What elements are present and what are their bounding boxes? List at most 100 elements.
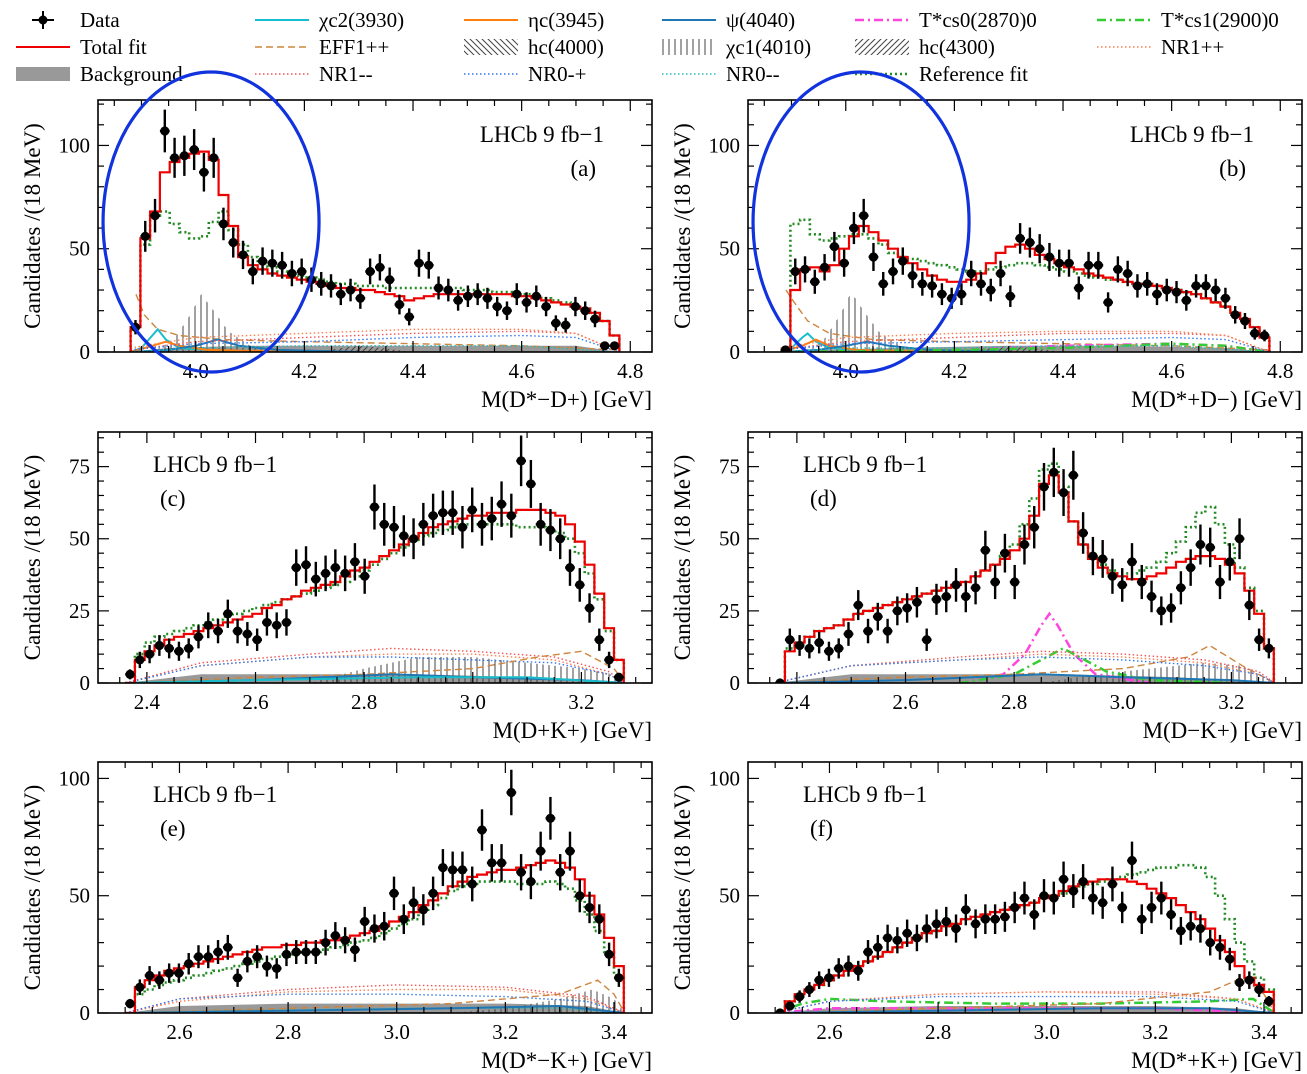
y-axis-label: Candidates /(18 MeV) bbox=[670, 785, 695, 991]
data-point bbox=[467, 487, 478, 533]
data-point bbox=[267, 249, 278, 277]
data-point bbox=[1136, 564, 1147, 600]
legend-label: EFF1++ bbox=[319, 34, 390, 59]
legend-swatch-chic2-3930 bbox=[255, 19, 309, 21]
component-nr-1pp bbox=[125, 988, 626, 1013]
data-point bbox=[164, 638, 175, 659]
data-point bbox=[271, 958, 282, 979]
data-point bbox=[604, 942, 614, 967]
data-point bbox=[1000, 533, 1010, 573]
data-point bbox=[1039, 463, 1049, 511]
data-point bbox=[340, 555, 351, 592]
data-point bbox=[1005, 285, 1016, 307]
total-fit-line bbox=[775, 474, 1275, 683]
data-point bbox=[863, 940, 873, 964]
component-nr-0mp bbox=[775, 656, 1276, 683]
data-point bbox=[868, 242, 879, 271]
data-point bbox=[535, 502, 546, 546]
x-tick-label: 3.0 bbox=[1110, 690, 1136, 714]
component-chic1-4010 bbox=[152, 294, 278, 352]
y-tick-label: 0 bbox=[80, 671, 91, 695]
legend-item-chic2-3930: χc2(3930) bbox=[253, 7, 404, 33]
reference-fit-line bbox=[780, 218, 1271, 352]
data-point bbox=[238, 240, 248, 270]
data-point bbox=[784, 1001, 795, 1011]
data-point bbox=[1259, 329, 1270, 342]
data-point bbox=[560, 317, 571, 333]
panel-label: (d) bbox=[810, 486, 837, 511]
data-point bbox=[183, 638, 194, 659]
data-point bbox=[1166, 899, 1176, 930]
x-tick-label: 2.8 bbox=[351, 690, 377, 714]
data-point bbox=[291, 940, 302, 964]
data-point bbox=[1191, 274, 1201, 298]
data-point bbox=[804, 638, 815, 659]
data-point bbox=[365, 258, 375, 285]
y-axis-label: Candidates /(18 MeV) bbox=[670, 455, 695, 661]
data-point bbox=[1244, 590, 1255, 621]
data-point bbox=[794, 635, 805, 656]
data-point bbox=[995, 260, 1006, 287]
data-point bbox=[814, 631, 825, 654]
x-tick-label: 2.6 bbox=[816, 1020, 842, 1044]
data-point bbox=[990, 564, 1001, 600]
data-point bbox=[379, 911, 390, 941]
legend-label: χc1(4010) bbox=[726, 34, 812, 59]
data-point bbox=[1107, 866, 1118, 902]
data-point bbox=[164, 963, 175, 983]
data-point bbox=[1234, 974, 1245, 991]
data-point bbox=[976, 271, 986, 296]
legend-label: T*cs1(2900)0 bbox=[1161, 7, 1279, 32]
data-point bbox=[888, 258, 898, 285]
legend-swatch-nr-0mm bbox=[662, 73, 716, 75]
data-point bbox=[1093, 251, 1104, 279]
data-point bbox=[457, 851, 468, 889]
legend-label: hc(4000) bbox=[528, 34, 604, 59]
data-point bbox=[1254, 628, 1264, 651]
data-point bbox=[545, 509, 556, 552]
plot-area bbox=[125, 435, 626, 683]
data-point bbox=[359, 906, 370, 937]
data-point bbox=[134, 651, 145, 669]
data-point bbox=[574, 568, 585, 602]
data-point bbox=[257, 247, 268, 275]
data-point bbox=[882, 924, 893, 952]
component-eff-1pp bbox=[775, 976, 1276, 1013]
y-tick-label: 50 bbox=[719, 237, 740, 261]
data-point bbox=[252, 628, 263, 651]
data-point bbox=[516, 435, 526, 487]
data-point bbox=[277, 251, 288, 279]
data-point bbox=[931, 583, 942, 615]
data-point bbox=[907, 263, 918, 289]
data-point bbox=[1097, 540, 1108, 578]
legend-label: ψ(4040) bbox=[726, 7, 796, 32]
y-axis-label: Candidates /(18 MeV) bbox=[20, 785, 45, 991]
data-point bbox=[892, 596, 903, 626]
x-tick-label: 3.0 bbox=[384, 1020, 410, 1044]
legend-item-nr-0mm: NR0-- bbox=[660, 61, 780, 87]
data-point bbox=[960, 894, 971, 926]
data-point bbox=[1127, 543, 1137, 581]
data-point bbox=[921, 628, 932, 651]
data-point bbox=[584, 891, 595, 924]
legend-swatch-etac-3945 bbox=[464, 19, 518, 21]
y-tick-label: 0 bbox=[80, 1001, 91, 1025]
data-point bbox=[438, 849, 448, 887]
experiment-label: LHCb 9 fb−1 bbox=[153, 782, 277, 807]
data-point bbox=[609, 341, 620, 351]
x-tick-label: 3.4 bbox=[601, 1020, 628, 1044]
y-axis-label: Candidates /(18 MeV) bbox=[20, 455, 45, 661]
data-point bbox=[1112, 256, 1123, 283]
x-tick-label: 4.6 bbox=[1159, 359, 1185, 383]
legend-item-eff-1pp: EFF1++ bbox=[253, 34, 389, 60]
y-tick-label: 25 bbox=[719, 599, 740, 623]
component-nr-0mp bbox=[125, 993, 626, 1013]
data-point bbox=[183, 952, 194, 975]
data-point bbox=[242, 622, 253, 646]
data-point bbox=[242, 950, 253, 973]
legend-label: Background bbox=[80, 61, 183, 86]
legend-item-nr-0mp: NR0-+ bbox=[462, 61, 587, 87]
data-point bbox=[1234, 518, 1245, 560]
y-tick-label: 75 bbox=[69, 455, 90, 479]
data-point bbox=[1185, 549, 1196, 586]
